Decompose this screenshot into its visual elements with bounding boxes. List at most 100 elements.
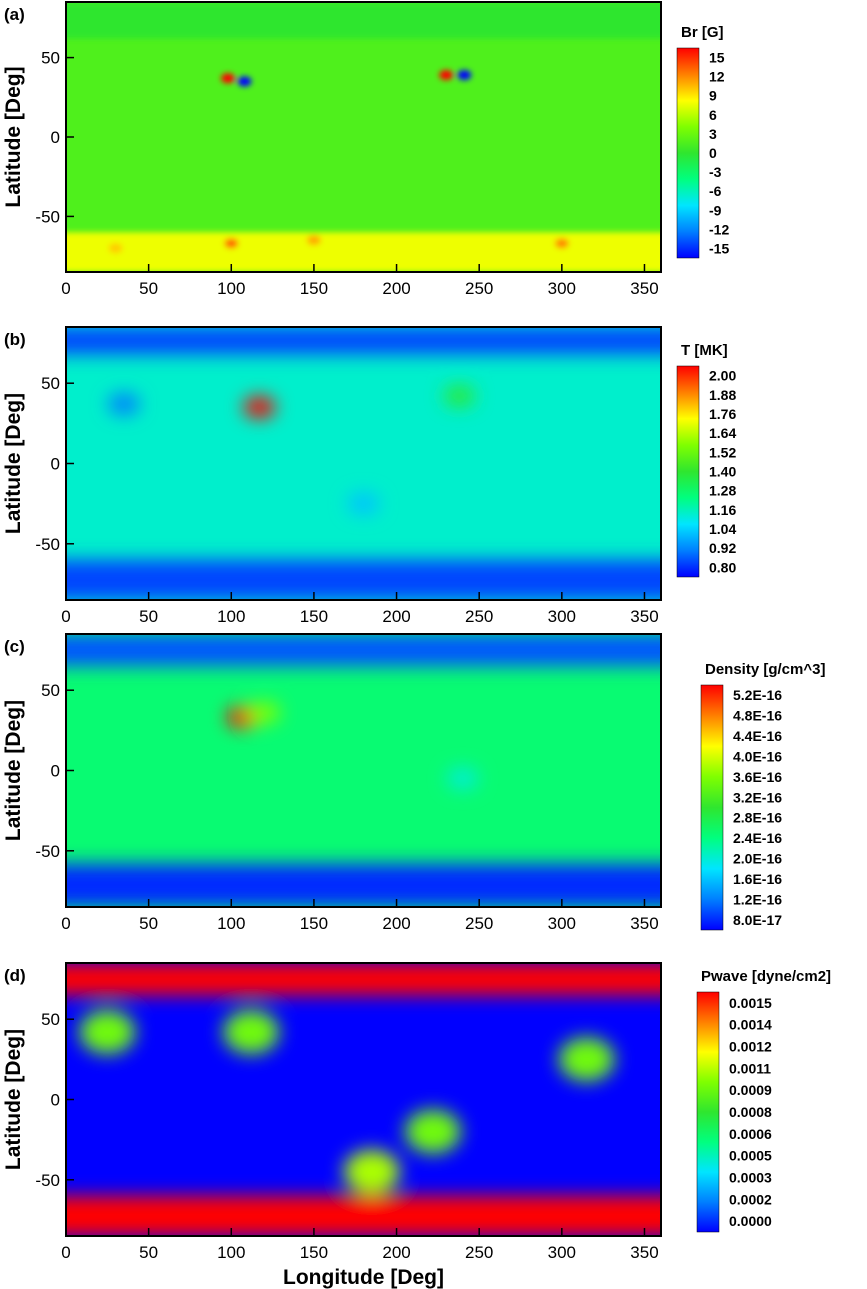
colorbar-title: Density [g/cm^3] [705, 661, 825, 678]
colorbar-label: 0.0002 [729, 1191, 772, 1207]
colorbar-label: 0.0000 [729, 1213, 772, 1229]
x-tick-label: 250 [465, 1243, 493, 1262]
x-tick-label: 200 [382, 914, 410, 933]
y-tick-label: 50 [41, 374, 60, 393]
x-tick-label: 350 [630, 1243, 658, 1262]
x-tick-label: 100 [217, 279, 245, 298]
y-tick-label: -50 [35, 535, 60, 554]
colorbar-label: 0.0005 [729, 1148, 772, 1164]
y-tick-label: -50 [35, 842, 60, 861]
x-tick-label: 150 [300, 279, 328, 298]
colorbar-label: 1.28 [709, 483, 736, 499]
colorbar-label: -15 [709, 240, 729, 256]
colorbar-label: 0.0003 [729, 1169, 772, 1185]
y-tick-label: 50 [41, 49, 60, 68]
heatmap-feature [248, 701, 281, 724]
y-tick-label: 0 [51, 1091, 60, 1110]
panel-label: (a) [4, 5, 25, 24]
heatmap-band [66, 2, 661, 39]
heatmap-field [66, 963, 661, 1236]
heatmap-band [66, 559, 661, 600]
heatmap-band [66, 634, 661, 667]
panel-d: 0 50 100 150 200 250 300 350 50 0 -50 Latitude [Deg… [2, 962, 831, 1289]
x-tick-label: 250 [465, 607, 493, 626]
colorbar-label: 6 [709, 107, 717, 123]
heatmap-band [66, 232, 661, 272]
x-tick-label: 0 [61, 607, 70, 626]
colorbar-label: 12 [709, 69, 725, 85]
heatmap-field [66, 327, 661, 600]
colorbar-label: 1.52 [709, 444, 736, 460]
heatmap-field [66, 2, 661, 272]
colorbar-label: 0.0006 [729, 1126, 772, 1142]
x-tick-label: 100 [217, 914, 245, 933]
colorbar-gradient [700, 684, 724, 931]
x-tick-label: 350 [630, 607, 658, 626]
x-axis-label: Longitude [Deg] [283, 1266, 444, 1289]
colorbar: Br [G] 15 12 9 6 3 0 -3 -6 -9 -12 -15 [676, 24, 729, 259]
colorbar-label: 0.92 [709, 540, 736, 556]
heatmap-feature [343, 1149, 400, 1194]
heatmap-feature [220, 73, 235, 84]
colorbar-label: 1.76 [709, 406, 736, 422]
colorbar-label: 9 [709, 88, 717, 104]
colorbar-label: 0.0012 [729, 1039, 772, 1055]
colorbar-label: 0.0008 [729, 1104, 772, 1120]
colorbar-label: 5.2E-16 [733, 687, 782, 703]
heatmap-feature [243, 396, 276, 419]
heatmap-feature [108, 243, 123, 254]
colorbar-label: 8.0E-17 [733, 912, 782, 928]
x-tick-label: 150 [300, 607, 328, 626]
x-tick-label: 100 [217, 1243, 245, 1262]
heatmap-feature [439, 70, 454, 81]
colorbar-label: 1.16 [709, 502, 736, 518]
x-tick-label: 50 [139, 607, 158, 626]
colorbar-title: T [MK] [681, 342, 728, 359]
x-tick-label: 200 [382, 1243, 410, 1262]
colorbar-gradient [676, 47, 700, 259]
x-tick-label: 350 [630, 914, 658, 933]
panel-label: (b) [4, 330, 26, 349]
colorbar-label: -9 [709, 202, 722, 218]
x-tick-label: 50 [139, 1243, 158, 1262]
x-tick-label: 200 [382, 279, 410, 298]
colorbar-label: 1.2E-16 [733, 891, 782, 907]
colorbar-label: 2.00 [709, 368, 736, 384]
x-tick-label: 0 [61, 1243, 70, 1262]
heatmap-feature [79, 1010, 136, 1055]
colorbar: Pwave [dyne/cm2] 0.0015 0.0014 0.0012 0.0011… [696, 968, 831, 1233]
heatmap-feature [443, 385, 476, 408]
panel-label: (d) [4, 966, 26, 985]
heatmap-feature [457, 70, 472, 81]
heatmap-feature [554, 238, 569, 249]
colorbar-label: 2.0E-16 [733, 851, 782, 867]
heatmap-background [66, 634, 661, 907]
colorbar-label: 0 [709, 145, 717, 161]
heatmap-feature [107, 393, 140, 416]
y-axis-label: Latitude [Deg] [2, 700, 25, 841]
y-tick-label: 0 [51, 128, 60, 147]
colorbar-label: 0.80 [709, 559, 736, 575]
colorbar-label: 3.6E-16 [733, 769, 782, 785]
colorbar-gradient [696, 991, 720, 1233]
heatmap-feature [347, 492, 380, 515]
colorbar: Density [g/cm^3] 5.2E-16 4.8E-16 4.4E-16 4.0… [700, 661, 825, 931]
x-tick-label: 200 [382, 607, 410, 626]
y-tick-label: 50 [41, 681, 60, 700]
colorbar-label: 4.8E-16 [733, 708, 782, 724]
colorbar-label: 3.2E-16 [733, 789, 782, 805]
colorbar-label: 1.6E-16 [733, 871, 782, 887]
heatmap-feature [306, 235, 321, 246]
heatmap-band [66, 327, 661, 355]
x-tick-label: 0 [61, 279, 70, 298]
colorbar: T [MK] 2.00 1.88 1.76 1.64 1.52 1.40 1.28 1.16 1.… [676, 342, 736, 578]
x-tick-label: 150 [300, 1243, 328, 1262]
y-tick-label: 0 [51, 455, 60, 474]
x-tick-label: 300 [548, 1243, 576, 1262]
colorbar-label: 1.64 [709, 425, 736, 441]
heatmap-background [66, 963, 661, 1236]
x-tick-label: 50 [139, 279, 158, 298]
colorbar-title: Br [G] [681, 24, 724, 41]
heatmap-feature [446, 767, 479, 790]
